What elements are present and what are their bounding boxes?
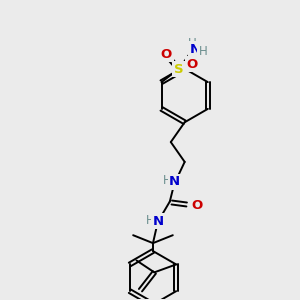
Text: H: H	[188, 37, 197, 50]
Text: N: N	[190, 43, 201, 56]
Text: O: O	[191, 199, 202, 212]
Text: O: O	[161, 48, 172, 61]
Text: S: S	[173, 63, 183, 76]
Text: H: H	[146, 214, 154, 227]
Text: N: N	[169, 175, 180, 188]
Text: O: O	[187, 58, 198, 71]
Text: H: H	[199, 45, 208, 58]
Text: H: H	[163, 174, 171, 187]
Text: N: N	[152, 215, 164, 228]
